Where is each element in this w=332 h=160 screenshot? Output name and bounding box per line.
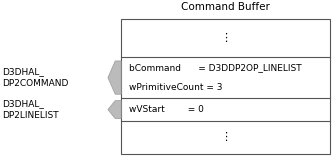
Text: ⋮: ⋮ <box>220 132 231 142</box>
Text: D3DHAL_
DP2COMMAND: D3DHAL_ DP2COMMAND <box>2 68 68 88</box>
Text: D3DHAL_
DP2LINELIST: D3DHAL_ DP2LINELIST <box>2 100 58 120</box>
Text: bCommand      = D3DDP2OP_LINELIST: bCommand = D3DDP2OP_LINELIST <box>129 63 302 72</box>
Text: Command Buffer: Command Buffer <box>181 2 270 12</box>
Text: wVStart        = 0: wVStart = 0 <box>129 105 205 114</box>
Text: wPrimitiveCount = 3: wPrimitiveCount = 3 <box>129 83 223 92</box>
Polygon shape <box>108 101 121 119</box>
Polygon shape <box>108 61 121 94</box>
Text: ⋮: ⋮ <box>220 33 231 43</box>
Bar <box>121 19 330 154</box>
